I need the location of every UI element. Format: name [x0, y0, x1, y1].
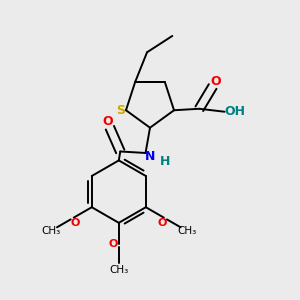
Text: CH₃: CH₃ [177, 226, 196, 236]
Text: O: O [158, 218, 167, 228]
Text: CH₃: CH₃ [41, 226, 60, 236]
Text: O: O [70, 218, 80, 228]
Text: OH: OH [224, 105, 245, 118]
Text: O: O [102, 115, 113, 128]
Text: O: O [210, 75, 221, 88]
Text: S: S [116, 104, 125, 117]
Text: O: O [109, 238, 118, 249]
Text: H: H [160, 155, 170, 168]
Text: CH₃: CH₃ [109, 266, 128, 275]
Text: N: N [145, 150, 155, 163]
